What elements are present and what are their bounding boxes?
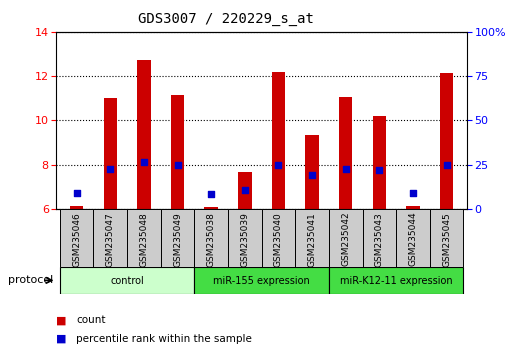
Text: miR-K12-11 expression: miR-K12-11 expression xyxy=(340,275,452,286)
Point xyxy=(376,167,384,173)
Point xyxy=(308,172,316,177)
Bar xyxy=(396,209,430,267)
Text: percentile rank within the sample: percentile rank within the sample xyxy=(76,334,252,344)
Bar xyxy=(329,209,363,267)
Bar xyxy=(104,98,117,209)
Bar xyxy=(137,59,151,209)
Bar xyxy=(305,135,319,209)
Text: GSM235044: GSM235044 xyxy=(408,212,418,267)
Bar xyxy=(60,267,194,294)
Bar xyxy=(194,209,228,267)
Bar xyxy=(205,207,218,209)
Bar xyxy=(329,267,463,294)
Bar xyxy=(228,209,262,267)
Text: miR-155 expression: miR-155 expression xyxy=(213,275,310,286)
Point xyxy=(72,190,81,196)
Bar xyxy=(194,267,329,294)
Text: GDS3007 / 220229_s_at: GDS3007 / 220229_s_at xyxy=(138,12,313,27)
Text: GSM235045: GSM235045 xyxy=(442,212,451,267)
Point xyxy=(140,160,148,165)
Bar xyxy=(295,209,329,267)
Bar xyxy=(339,97,352,209)
Bar xyxy=(238,172,251,209)
Bar xyxy=(363,209,396,267)
Text: ■: ■ xyxy=(56,334,67,344)
Point xyxy=(207,192,215,197)
Point xyxy=(342,166,350,172)
Text: count: count xyxy=(76,315,106,325)
Bar xyxy=(440,73,453,209)
Point xyxy=(409,190,417,196)
Bar xyxy=(70,206,83,209)
Text: protocol: protocol xyxy=(8,275,53,285)
Bar xyxy=(406,206,420,209)
Point xyxy=(173,162,182,167)
Text: GSM235047: GSM235047 xyxy=(106,212,115,267)
Text: control: control xyxy=(110,275,144,286)
Text: GSM235048: GSM235048 xyxy=(140,212,148,267)
Text: ■: ■ xyxy=(56,315,67,325)
Text: GSM235042: GSM235042 xyxy=(341,212,350,267)
Bar xyxy=(161,209,194,267)
Bar xyxy=(262,209,295,267)
Bar xyxy=(372,116,386,209)
Text: GSM235041: GSM235041 xyxy=(308,212,317,267)
Bar xyxy=(171,95,184,209)
Point xyxy=(443,162,451,167)
Bar xyxy=(93,209,127,267)
Text: GSM235038: GSM235038 xyxy=(207,212,215,267)
Text: GSM235039: GSM235039 xyxy=(240,212,249,267)
Bar xyxy=(60,209,93,267)
Point xyxy=(241,187,249,193)
Text: GSM235040: GSM235040 xyxy=(274,212,283,267)
Text: GSM235049: GSM235049 xyxy=(173,212,182,267)
Bar xyxy=(127,209,161,267)
Text: GSM235043: GSM235043 xyxy=(375,212,384,267)
Point xyxy=(106,166,114,172)
Bar xyxy=(272,72,285,209)
Point xyxy=(274,162,283,167)
Text: GSM235046: GSM235046 xyxy=(72,212,81,267)
Bar xyxy=(430,209,463,267)
